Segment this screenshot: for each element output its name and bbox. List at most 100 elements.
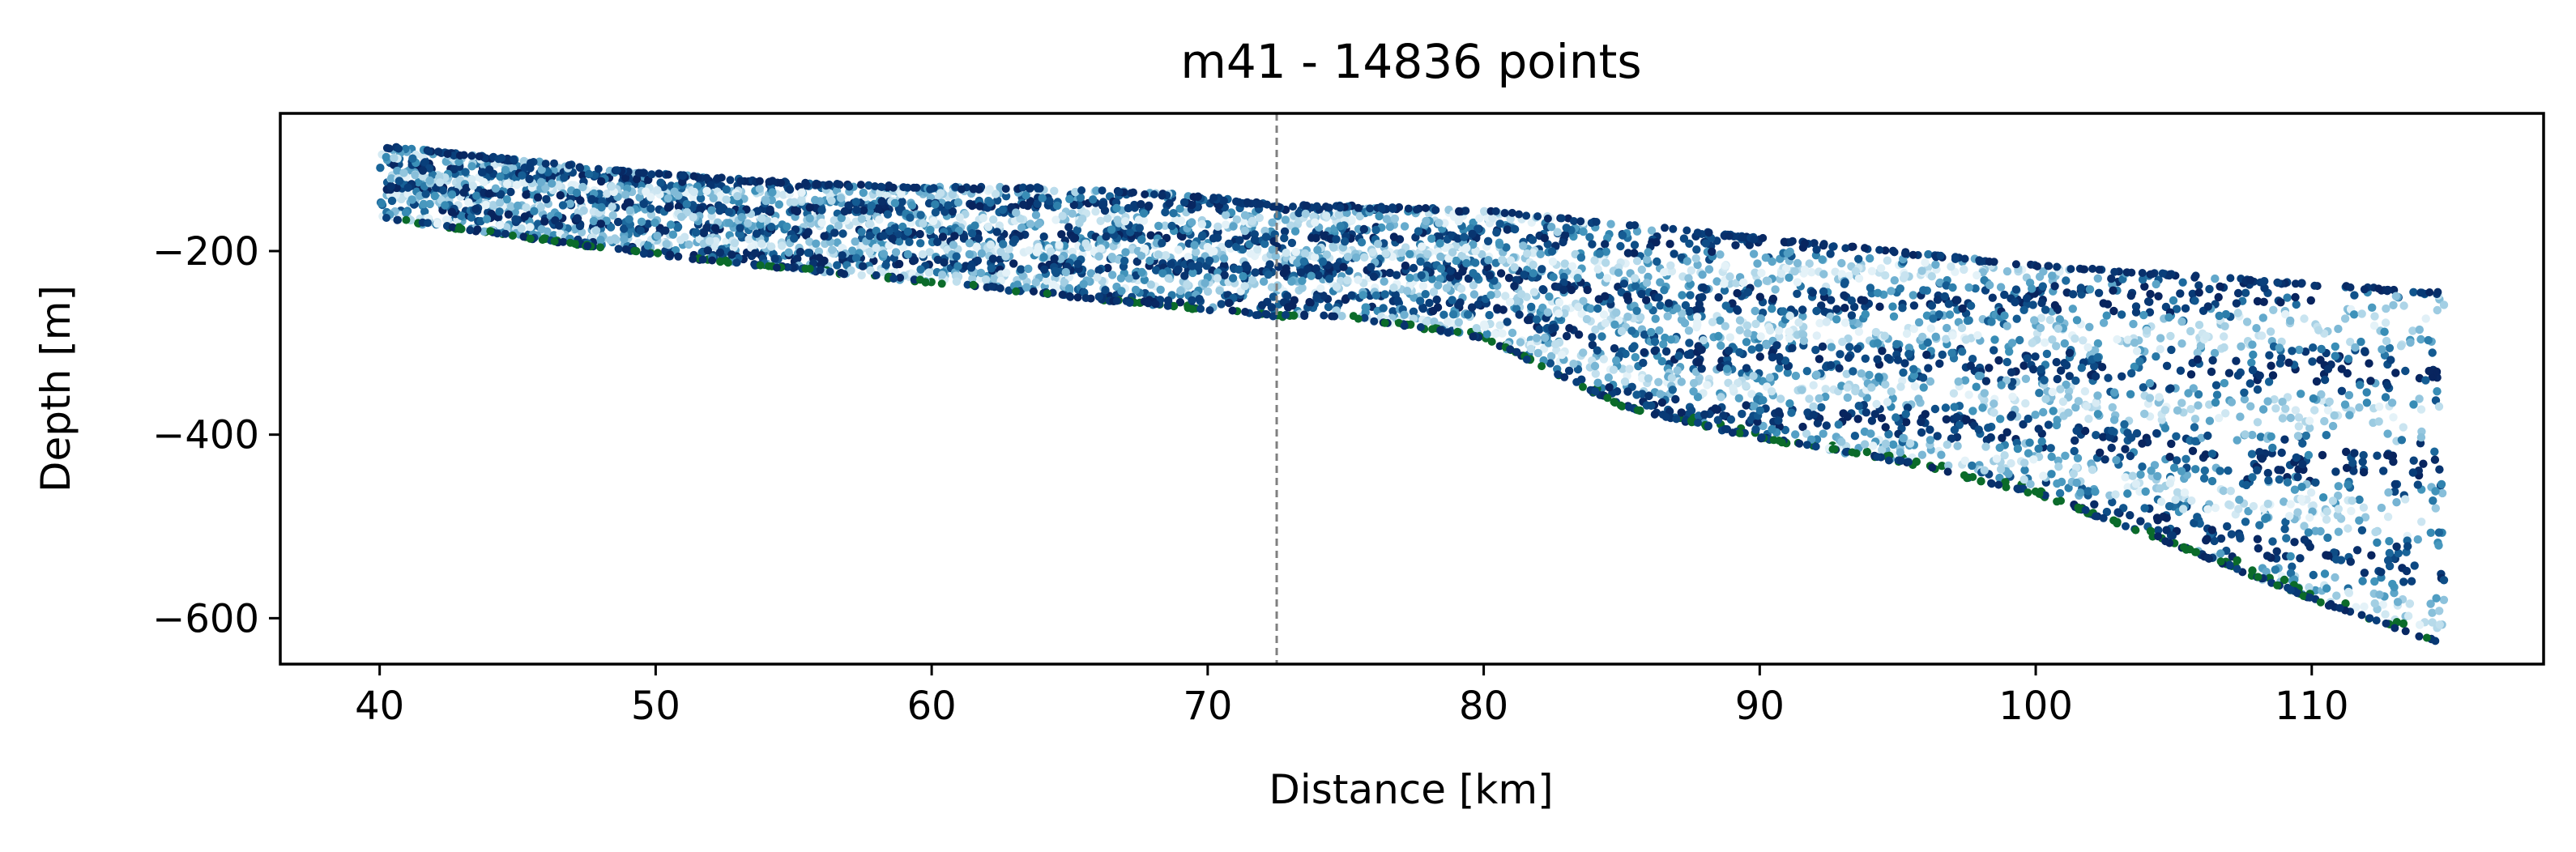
scatter-point (1545, 292, 1554, 301)
scatter-point (520, 212, 529, 221)
scatter-point (1726, 415, 1736, 424)
scatter-point (1844, 353, 1853, 362)
scatter-point (2214, 292, 2223, 302)
scatter-point (2152, 352, 2160, 361)
scatter-point (1819, 429, 1828, 438)
scatter-point (1680, 318, 1690, 328)
scatter-point (1656, 301, 1665, 310)
scatter-point (1427, 234, 1436, 243)
scatter-point (2293, 472, 2302, 482)
scatter-point (1881, 271, 1890, 280)
scatter-point (1590, 256, 1599, 265)
scatter-point (2368, 303, 2377, 312)
scatter-point (2343, 368, 2352, 378)
scatter-point (1831, 267, 1840, 276)
scatter-point (894, 236, 904, 246)
scatter-point (2207, 526, 2216, 535)
scatter-point (1890, 276, 1899, 285)
scatter-point (918, 249, 928, 259)
scatter-point (1735, 316, 1745, 325)
scatter-point (1630, 249, 1639, 258)
scatter-point (1923, 338, 1932, 347)
scatter-point (1933, 295, 1943, 305)
scatter-point (1094, 252, 1103, 261)
scatter-point (2233, 309, 2242, 317)
scatter-point (1324, 302, 1333, 312)
scatter-point (1113, 215, 1122, 224)
scatter-point (1953, 441, 1962, 450)
scatter-point (1644, 391, 1653, 401)
scatter-point (1990, 335, 1999, 344)
scatter-point (1728, 299, 1737, 308)
scatter-point (2132, 347, 2142, 356)
scatter-point (2194, 281, 2203, 290)
scatter-point (851, 198, 861, 207)
scatter-point (2334, 482, 2343, 491)
scatter-point (2361, 347, 2369, 356)
scatter-point (1205, 256, 1214, 265)
scatter-point (1235, 265, 1243, 274)
scatter-point (2220, 378, 2229, 388)
scatter-point (2038, 282, 2047, 291)
scatter-point (1369, 272, 1379, 281)
scatter-point (1503, 317, 1512, 326)
scatter-point (1870, 410, 1879, 419)
scatter-point (2172, 305, 2181, 313)
scatter-point (1485, 310, 1494, 320)
scatter-point (2143, 297, 2153, 306)
scatter-point (2432, 594, 2441, 603)
scatter-point (1743, 329, 1752, 338)
scatter-point (2050, 282, 2059, 291)
scatter-point (2352, 603, 2361, 611)
scatter-point (2360, 602, 2369, 611)
scatter-point (2373, 451, 2382, 460)
scatter-point (2265, 351, 2274, 360)
scatter-point (1022, 283, 1031, 292)
scatter-point (2065, 372, 2074, 381)
scatter-point (2281, 309, 2290, 319)
scatter-point (1197, 219, 1207, 228)
scatter-point (2344, 524, 2352, 533)
scatter-point (1815, 394, 1823, 403)
scatter-point (1664, 299, 1674, 308)
scatter-point (1559, 237, 1567, 247)
scatter-point (2248, 365, 2258, 375)
scatter-point (1527, 302, 1536, 312)
scatter-point (1324, 275, 1334, 283)
scatter-point (1139, 209, 1149, 218)
scatter-point (2194, 288, 2203, 297)
scatter-point (420, 158, 429, 167)
scatter-point (2166, 331, 2175, 341)
scatter-point (2401, 366, 2410, 376)
scatter-point (2184, 389, 2193, 398)
scatter-point (1986, 432, 1995, 442)
scatter-point (1791, 430, 1800, 439)
scatter-point (2041, 305, 2050, 314)
scatter-point (2298, 439, 2307, 448)
scatter-point (1213, 222, 1222, 231)
scatter-point (1708, 317, 1717, 326)
scatter-point (1332, 283, 1341, 292)
scatter-point (1416, 257, 1425, 266)
scatter-point (1678, 291, 1687, 300)
scatter-point (1888, 302, 1897, 311)
scatter-point (1491, 330, 1499, 339)
scatter-point (607, 182, 616, 191)
scatter-point (447, 207, 456, 216)
scatter-point (2156, 334, 2165, 343)
scatter-point (1938, 462, 1947, 471)
scatter-point (1847, 311, 1857, 320)
scatter-point (606, 223, 616, 232)
scatter-point (1851, 386, 1860, 396)
scatter-point (910, 256, 919, 265)
scatter-point (632, 174, 642, 184)
scatter-point (1146, 231, 1155, 240)
scatter-point (2428, 618, 2437, 627)
scatter-point (1947, 348, 1956, 357)
scatter-point (682, 207, 692, 217)
scatter-point (1137, 235, 1146, 245)
scatter-point (663, 194, 672, 203)
scatter-point (1919, 286, 1928, 295)
scatter-point (560, 173, 569, 182)
scatter-point (2131, 308, 2141, 317)
